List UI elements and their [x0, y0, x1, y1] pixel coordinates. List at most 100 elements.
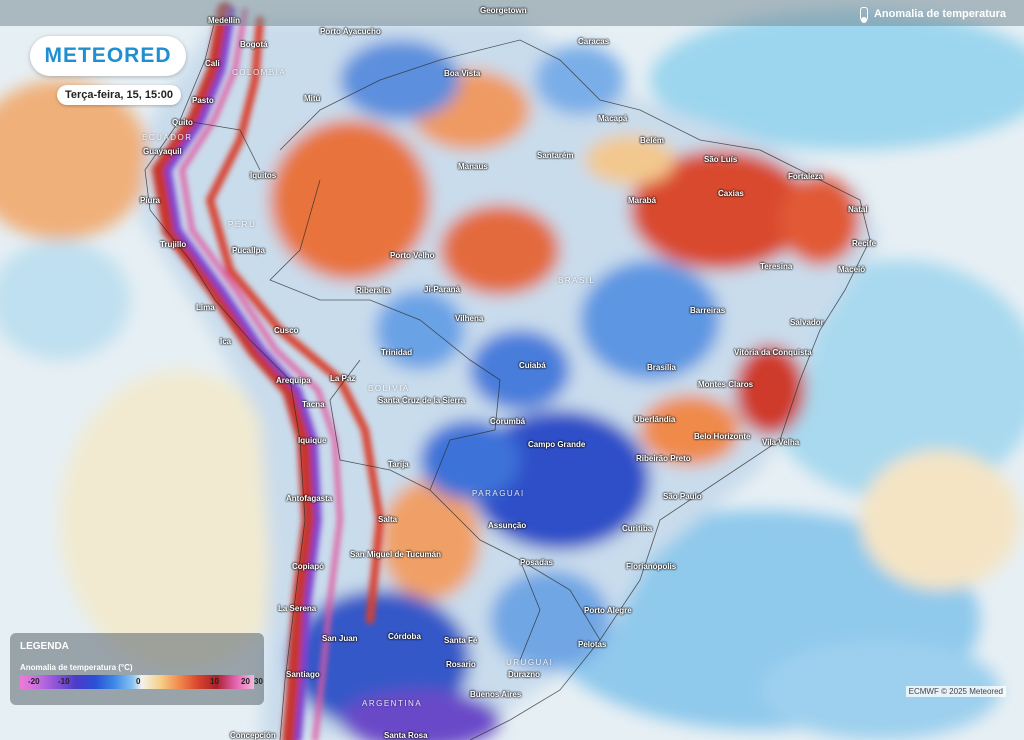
top-bar: Anomalia de temperatura: [0, 0, 1024, 26]
city-label: Santiago: [286, 670, 320, 679]
legend-tick: -10: [58, 677, 70, 686]
city-label: Porto Ayacucho: [320, 27, 381, 36]
city-label: Pelotas: [578, 640, 607, 649]
city-label: Copiapó: [292, 562, 324, 571]
city-label: Arequipa: [276, 376, 311, 385]
thermometer-icon: [859, 7, 868, 23]
city-label: Uberlândia: [634, 415, 676, 424]
forecast-datetime[interactable]: Terça-feira, 15, 15:00: [57, 85, 182, 105]
country-label: BRASIL: [558, 276, 596, 285]
city-label: Cusco: [274, 326, 299, 335]
country-label: PARAGUAI: [472, 489, 525, 498]
legend-subtitle: Anomalia de temperatura (°C): [20, 663, 133, 672]
legend-panel: LEGENDA Anomalia de temperatura (°C) -20…: [10, 633, 264, 705]
city-label: Florianópolis: [626, 562, 677, 571]
city-label: Pasto: [192, 96, 214, 105]
legend-tick: 0: [136, 677, 141, 686]
city-label: Riberalta: [356, 286, 391, 295]
legend-tick: 30: [254, 677, 263, 686]
legend-tick: 20: [241, 677, 250, 686]
city-label: Marabá: [628, 196, 657, 205]
city-label: Manaus: [458, 162, 488, 171]
city-label: Ji-Paraná: [424, 285, 461, 294]
meteored-logo[interactable]: METEORED: [30, 36, 186, 76]
city-label: San Miguel de Tucumán: [350, 550, 441, 559]
city-label: Montes Claros: [698, 380, 754, 389]
city-label: São Paulo: [663, 492, 702, 501]
city-label: Curitiba: [622, 524, 653, 533]
city-label: Trujillo: [160, 240, 187, 249]
city-label: Salta: [378, 515, 398, 524]
city-label: San Juan: [322, 634, 358, 643]
city-label: Buenos Aires: [470, 690, 522, 699]
city-label: Rosario: [446, 660, 476, 669]
city-label: Porto Velho: [390, 251, 435, 260]
city-label: Brasília: [647, 363, 676, 372]
city-label: Bogotá: [240, 40, 268, 49]
city-label: Porto Alegre: [584, 606, 632, 615]
city-label: Teresina: [760, 262, 793, 271]
city-label: Córdoba: [388, 632, 421, 641]
city-label: Cuiabá: [519, 361, 546, 370]
city-label: Antofagasta: [286, 494, 333, 503]
city-label: Corumbá: [490, 417, 526, 426]
city-label: Belém: [640, 136, 665, 145]
city-label: Medellín: [208, 16, 241, 25]
city-label: Durazno: [508, 670, 540, 679]
city-label: Caracas: [578, 37, 610, 46]
city-label: Santa Fé: [444, 636, 478, 645]
city-label: Guayaquil: [143, 147, 182, 156]
city-label: La Serena: [278, 604, 317, 613]
country-label: BOLIVIA: [368, 384, 410, 393]
city-label: Campo Grande: [528, 440, 586, 449]
city-label: Pucallpa: [232, 246, 265, 255]
country-label: URUGUAI: [506, 658, 554, 667]
legend-tick: 10: [210, 677, 219, 686]
city-label: Macapá: [598, 114, 628, 123]
city-label: Natal: [848, 205, 868, 214]
legend-tick: -20: [28, 677, 40, 686]
city-label: Ribeirão Preto: [636, 454, 691, 463]
legend-color-scale: [20, 675, 254, 689]
city-label: Georgetown: [480, 6, 527, 15]
city-label: Maceió: [838, 265, 866, 274]
city-label: Vila Velha: [762, 438, 800, 447]
city-label: Santarém: [537, 151, 574, 160]
city-label: Concepción: [230, 731, 276, 740]
city-label: Recife: [852, 239, 877, 248]
city-label: Mitú: [304, 94, 321, 103]
city-label: Trinidad: [381, 348, 413, 357]
city-label: Tacna: [302, 400, 325, 409]
city-label: Piura: [140, 196, 161, 205]
city-label: Lima: [196, 303, 215, 312]
city-label: Iquitos: [250, 171, 277, 180]
layer-title[interactable]: Anomalia de temperatura: [859, 7, 1006, 23]
city-label: Iquique: [298, 436, 327, 445]
city-label: Barreiras: [690, 306, 726, 315]
country-label: COLOMBIA: [232, 68, 287, 77]
city-label: Vilhena: [455, 314, 484, 323]
city-label: Assunção: [488, 521, 527, 530]
city-label: Fortaleza: [788, 172, 824, 181]
city-label: Boa Vista: [444, 69, 481, 78]
city-label: São Luís: [704, 155, 738, 164]
city-label: Quito: [172, 118, 193, 127]
layer-title-label: Anomalia de temperatura: [873, 8, 1006, 20]
country-label: PERU: [228, 220, 257, 229]
city-label: Vitória da Conquista: [734, 348, 812, 357]
country-label: ECUADOR: [142, 133, 193, 142]
legend-heading: LEGENDA: [20, 641, 69, 652]
city-label: Caxias: [718, 189, 744, 198]
city-label: Salvador: [790, 318, 824, 327]
city-label: Santa Rosa: [384, 731, 428, 740]
city-label: Ica: [220, 337, 232, 346]
city-label: Posadas: [520, 558, 553, 567]
city-label: Santa Cruz de la Sierra: [378, 396, 466, 405]
logo-text: METEORED: [44, 44, 172, 67]
country-label: ARGENTINA: [362, 699, 423, 708]
city-label: La Paz: [330, 374, 356, 383]
city-label: Belo Horizonte: [694, 432, 751, 441]
city-label: Cali: [205, 59, 220, 68]
city-label: Tarija: [388, 460, 409, 469]
